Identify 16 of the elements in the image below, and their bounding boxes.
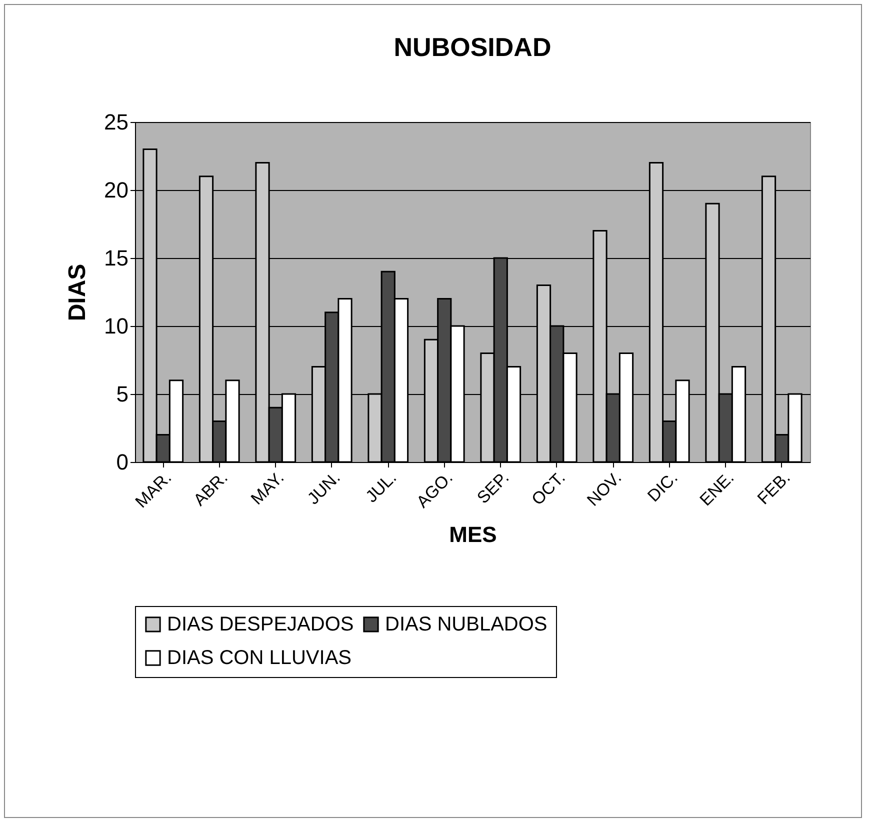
y-tick-label: 0: [116, 450, 128, 474]
legend-label: DIAS CON LLUVIAS: [167, 647, 352, 669]
chart-title: NUBOSIDAD: [394, 32, 552, 62]
y-axis-title: DIAS: [64, 264, 92, 322]
y-tick-label: 15: [104, 246, 128, 270]
x-tick-label: JUL.: [362, 468, 400, 506]
y-tick-label: 10: [104, 314, 128, 338]
y-tick-label: 20: [104, 178, 128, 202]
x-axis-title: MES: [449, 522, 497, 547]
x-tick-label: DIC.: [644, 468, 682, 506]
legend-label: DIAS DESPEJADOS: [167, 613, 354, 636]
x-tick-label: SEP.: [473, 468, 513, 508]
y-tick-label: 5: [116, 382, 128, 406]
y-tick-label: 25: [104, 110, 128, 134]
legend-label: DIAS NUBLADOS: [385, 613, 548, 636]
x-tick-label: FEB.: [754, 468, 794, 508]
